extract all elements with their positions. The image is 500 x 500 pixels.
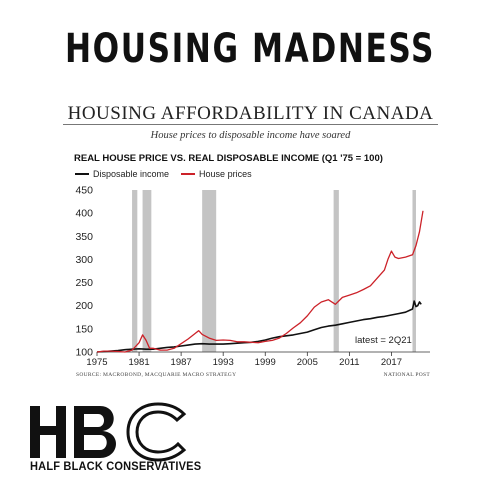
- x-tick-label: 1987: [171, 357, 192, 368]
- chart-heading: REAL HOUSE PRICE VS. REAL DISPOSABLE INC…: [74, 153, 383, 164]
- legend-label-house: House prices: [199, 169, 252, 179]
- series-line-house: [96, 210, 424, 353]
- recession-band: [132, 190, 138, 352]
- logo-text: HALF BLACK CONSERVATIVES: [30, 459, 202, 473]
- recession-band: [412, 190, 416, 352]
- y-tick-label: 350: [75, 231, 93, 243]
- hbc-logo: [30, 402, 187, 462]
- y-tick-label: 300: [75, 254, 93, 266]
- x-tick-label: 1981: [128, 357, 149, 368]
- y-tick-label: 100: [75, 347, 93, 359]
- y-tick-label: 450: [75, 185, 93, 197]
- x-tick-label: 1993: [213, 357, 234, 368]
- y-tick-label: 250: [75, 277, 93, 289]
- x-tick-label: 2011: [339, 357, 359, 368]
- y-tick-label: 150: [75, 323, 93, 335]
- x-tick-label: 2005: [297, 357, 318, 368]
- legend-swatch-income: [75, 173, 89, 175]
- x-tick-label: 2017: [381, 357, 402, 368]
- legend-item-income: Disposable income: [75, 169, 169, 179]
- x-tick-label: 1975: [86, 357, 107, 368]
- legend: Disposable income House prices: [75, 169, 252, 179]
- recession-band: [142, 190, 152, 352]
- recession-band: [333, 190, 339, 352]
- y-tick-label: 200: [75, 300, 93, 312]
- legend-item-house: House prices: [181, 169, 252, 179]
- source-note: SOURCE: MACROBOND, MACQUARIE MACRO STRAT…: [76, 372, 237, 378]
- y-tick-label: 400: [75, 208, 93, 220]
- annotation-latest: latest = 2Q21: [355, 335, 412, 346]
- chart-title: HOUSING AFFORDABILITY IN CANADA: [67, 103, 434, 124]
- x-tick-label: 1999: [255, 357, 276, 368]
- publisher-note: NATIONAL POST: [383, 372, 430, 378]
- banner-title: HOUSING MADNESS: [64, 26, 436, 72]
- recession-band: [202, 190, 217, 352]
- legend-swatch-house: [181, 173, 196, 175]
- title-rule: [63, 124, 438, 125]
- chart-subtitle: House prices to disposable income have s…: [150, 130, 351, 141]
- legend-label-income: Disposable income: [93, 169, 170, 179]
